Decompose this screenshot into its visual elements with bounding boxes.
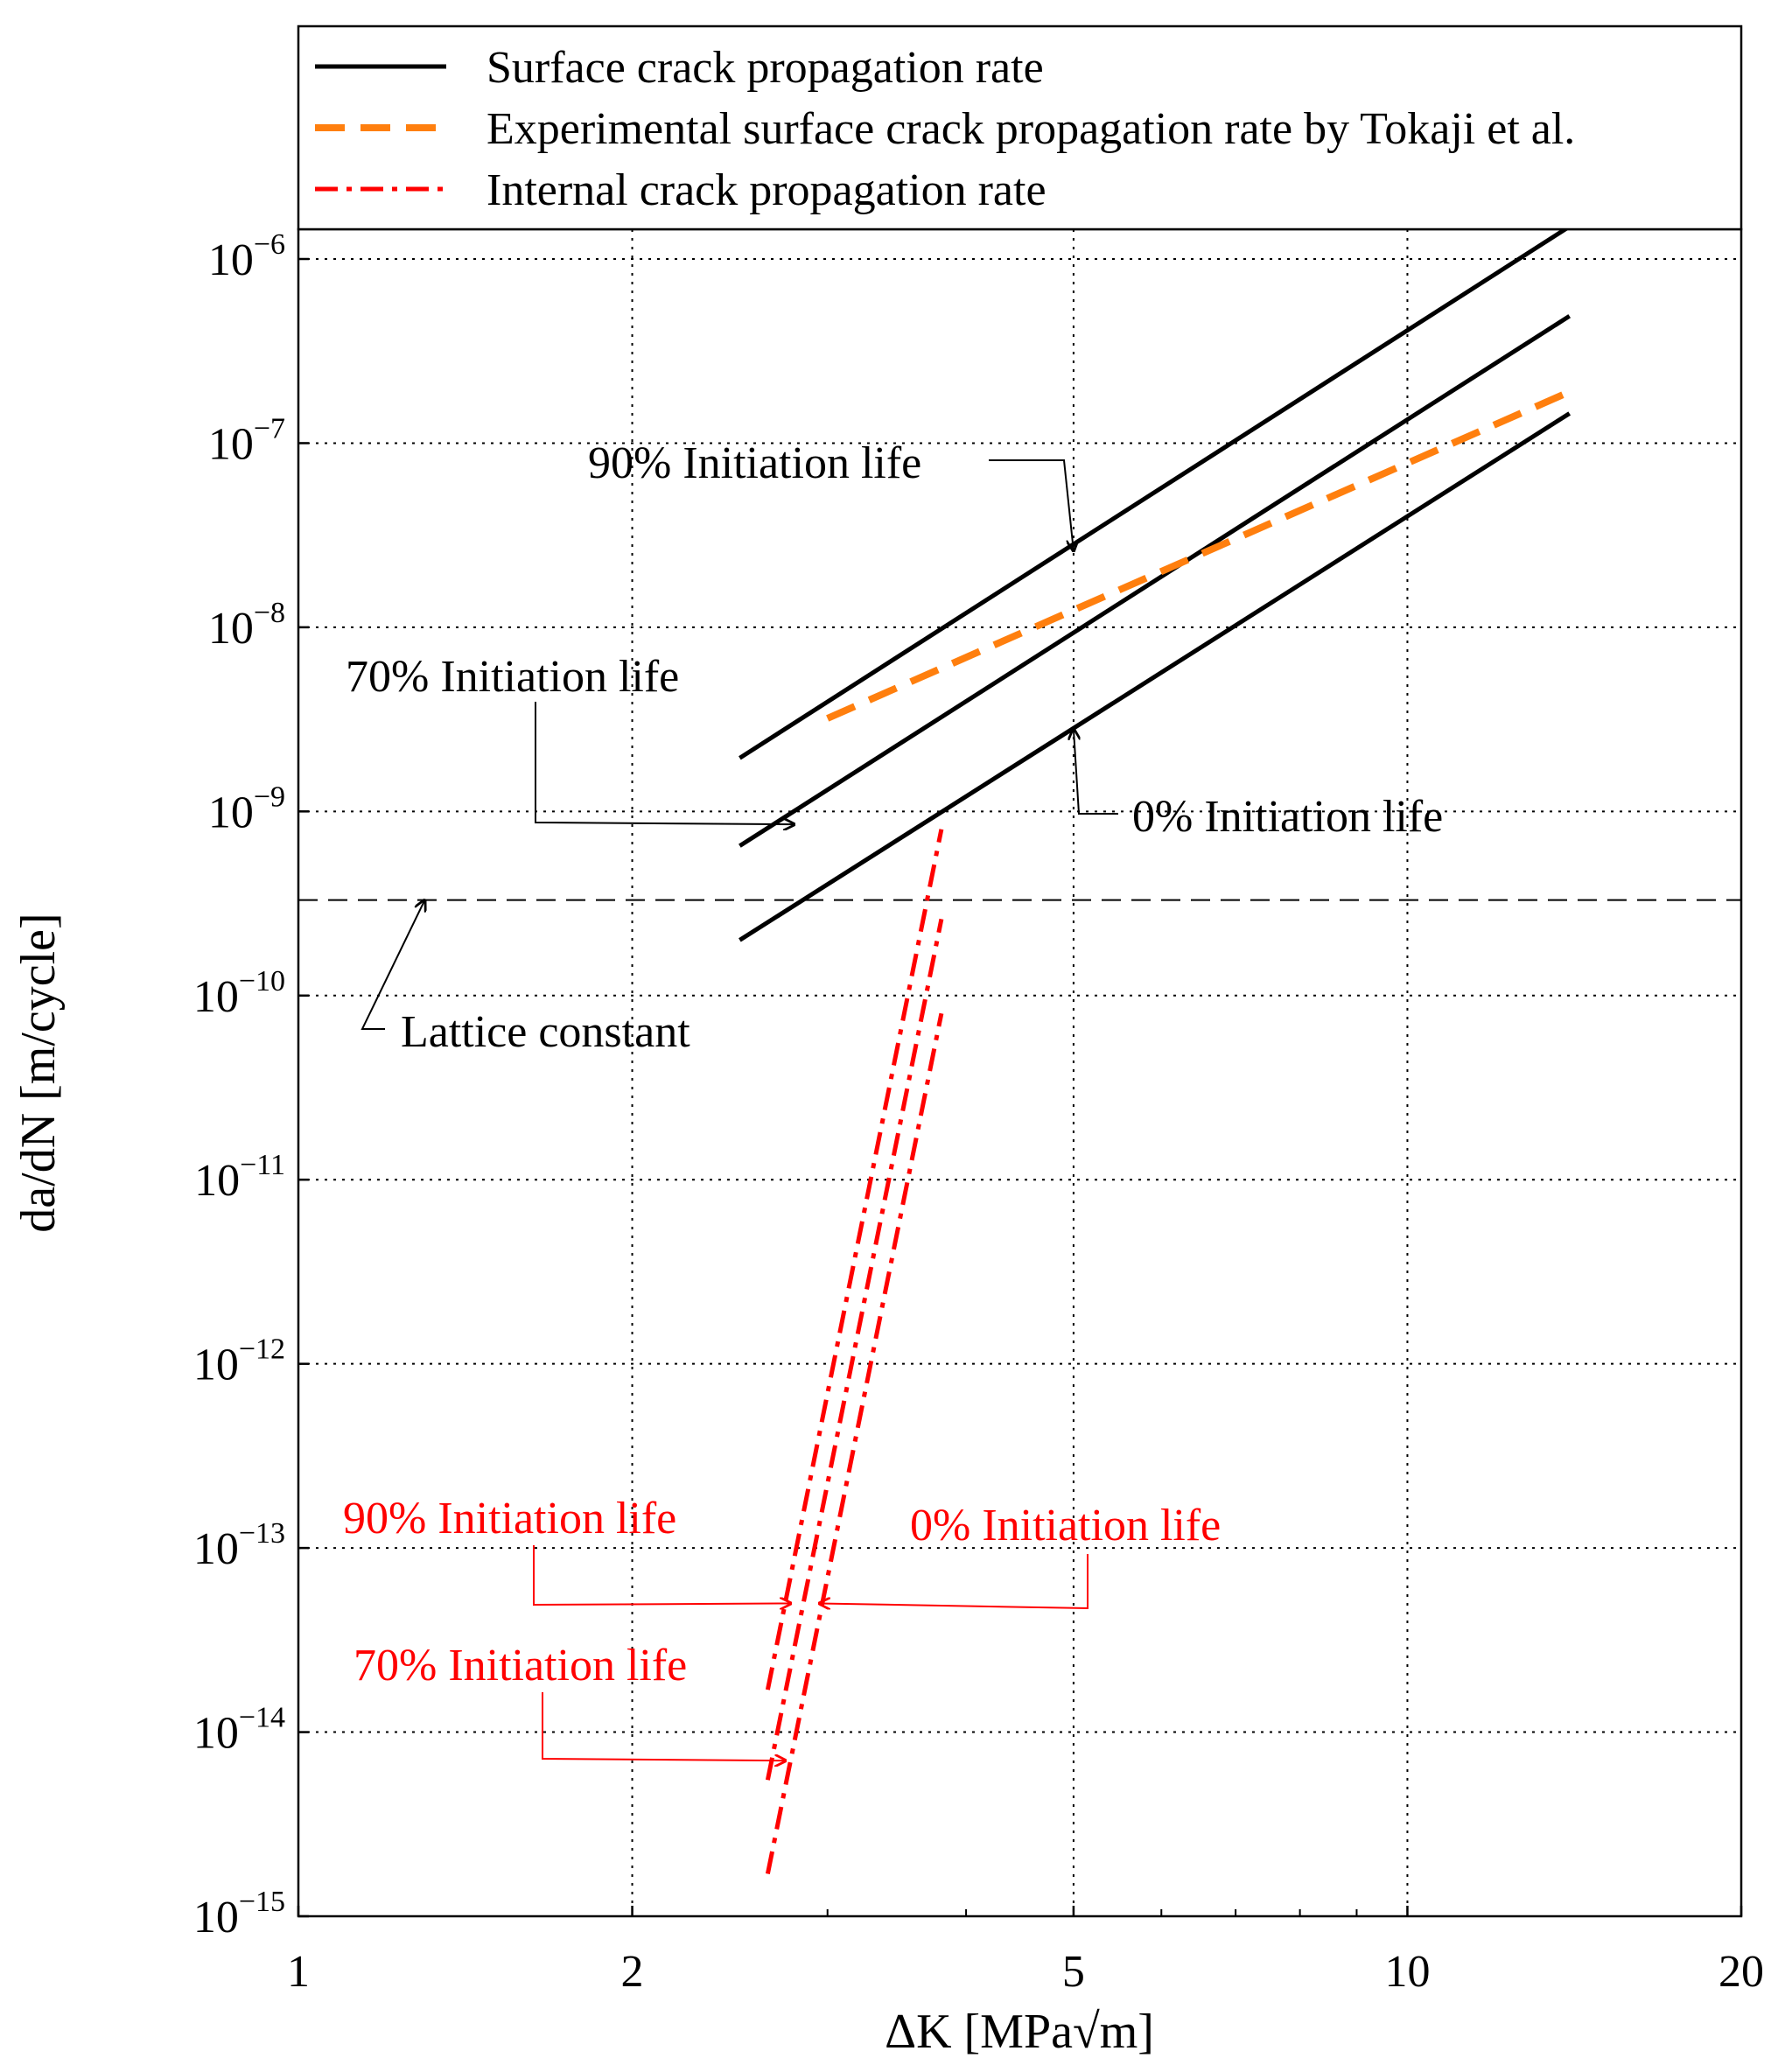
annotation-label: 70% Initiation life xyxy=(346,652,679,702)
y-tick-label: 10−9 xyxy=(208,780,285,837)
y-tick-base: 10 xyxy=(193,972,239,1022)
legend-label-surface: Surface crack propagation rate xyxy=(486,43,1044,93)
annotation-arrow xyxy=(819,1554,1088,1608)
y-tick-exponent: −6 xyxy=(254,228,285,261)
y-tick-base: 10 xyxy=(193,1893,239,1942)
y-tick-base: 10 xyxy=(193,1524,239,1574)
y-tick-base: 10 xyxy=(194,1156,240,1206)
x-tick-label: 20 xyxy=(1718,1947,1764,1997)
annotations: 90% Initiation life 70% Initiation life 0%… xyxy=(343,438,1443,1760)
y-tick-exponent: −8 xyxy=(254,597,285,629)
y-tick-label: 10−12 xyxy=(193,1334,285,1390)
x-tick-label: 1 xyxy=(287,1947,310,1997)
annotation-label: 90% Initiation life xyxy=(588,438,921,488)
y-tick-base: 10 xyxy=(208,788,254,837)
y-tick-exponent: −11 xyxy=(240,1149,285,1181)
y-tick-label: 10−15 xyxy=(193,1886,285,1942)
y-tick-base: 10 xyxy=(208,235,254,285)
annotation-label: Lattice constant xyxy=(401,1007,690,1057)
y-axis-title: da/dN [m/cycle] xyxy=(11,913,66,1232)
annotation-arrow xyxy=(542,1692,786,1760)
y-tick-base: 10 xyxy=(193,1709,239,1759)
y-tick-label: 10−6 xyxy=(208,228,285,285)
x-tick-label: 2 xyxy=(621,1947,644,1997)
y-tick-label: 10−7 xyxy=(208,412,285,469)
axis-ticks: 1 2 5 10 2010−610−710−810−910−1010−1110−1210… xyxy=(193,228,1764,1997)
series-line-surface xyxy=(738,411,1572,942)
y-tick-exponent: −7 xyxy=(254,412,285,444)
y-tick-label: 10−14 xyxy=(193,1702,285,1759)
series-line-internal xyxy=(765,829,944,1690)
y-tick-base: 10 xyxy=(208,419,254,469)
series-line-surface xyxy=(738,314,1572,848)
y-tick-exponent: −10 xyxy=(239,965,285,998)
annotation-label: 0% Initiation life xyxy=(910,1501,1221,1550)
y-tick-exponent: −15 xyxy=(239,1886,285,1918)
annotation-arrow xyxy=(360,900,424,1030)
y-tick-base: 10 xyxy=(193,1340,239,1390)
legend-label-internal: Internal crack propagation rate xyxy=(486,165,1046,215)
y-tick-exponent: −12 xyxy=(239,1334,285,1366)
y-tick-exponent: −9 xyxy=(254,780,285,813)
grid xyxy=(298,229,1741,1916)
y-tick-label: 10−10 xyxy=(193,965,285,1022)
y-tick-label: 10−8 xyxy=(208,597,285,654)
y-tick-label: 10−13 xyxy=(193,1517,285,1574)
x-tick-label: 10 xyxy=(1384,1947,1430,1997)
legend-label-experimental: Experimental surface crack propagation r… xyxy=(486,104,1575,154)
annotation-label: 70% Initiation life xyxy=(354,1641,687,1690)
y-tick-label: 10−11 xyxy=(194,1149,285,1206)
series-line-internal xyxy=(765,1012,944,1874)
legend-box xyxy=(297,24,1743,231)
annotation-label: 90% Initiation life xyxy=(343,1494,676,1544)
annotation-arrow xyxy=(989,459,1074,551)
series-line-surface xyxy=(738,229,1570,760)
legend: Surface crack propagation rate Experimen… xyxy=(297,24,1743,231)
annotation-arrow xyxy=(533,1545,791,1605)
annotation-arrow xyxy=(535,702,794,824)
series-lines xyxy=(738,229,1572,1874)
y-tick-exponent: −14 xyxy=(239,1702,285,1734)
y-tick-base: 10 xyxy=(208,604,254,654)
series-line-internal xyxy=(765,918,944,1781)
annotation-arrow xyxy=(1074,729,1118,815)
annotation-label: 0% Initiation life xyxy=(1132,792,1443,842)
x-tick-label: 5 xyxy=(1062,1947,1085,1997)
y-tick-exponent: −13 xyxy=(239,1517,285,1550)
x-axis-title: ΔK [MPa√m] xyxy=(885,2005,1154,2059)
